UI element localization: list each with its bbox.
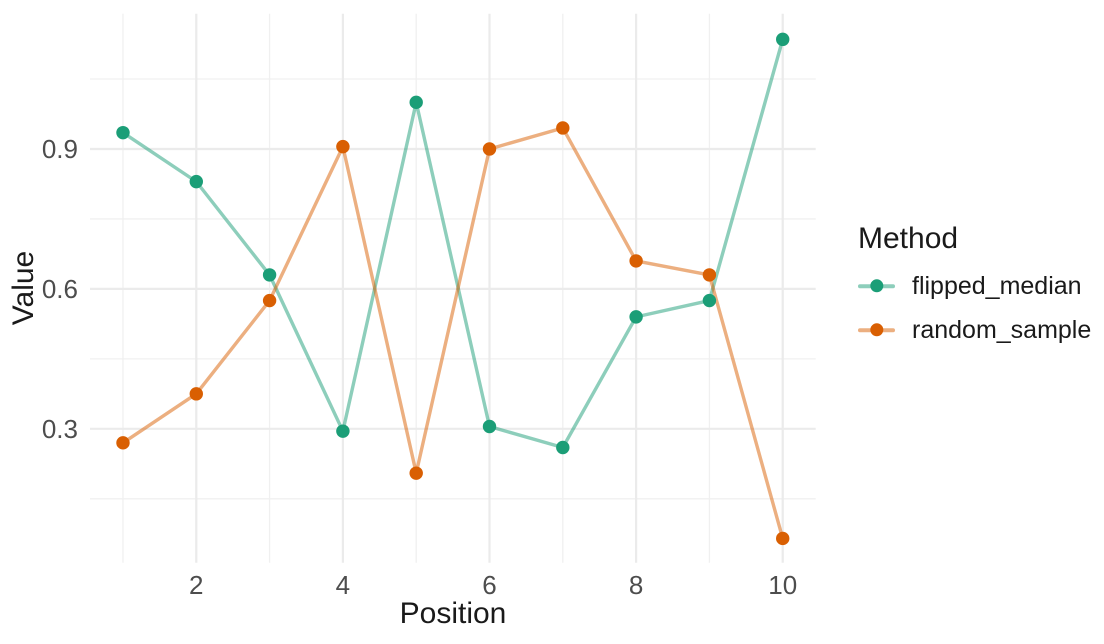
data-point-random_sample (776, 531, 790, 546)
x-tick-label: 4 (336, 570, 350, 600)
point-swatch-icon (869, 279, 884, 293)
legend-item-random-sample: random_sample (858, 312, 1091, 348)
legend-label: random_sample (912, 315, 1092, 344)
x-tick-label: 10 (768, 570, 797, 600)
series-line-flipped_median (122, 38, 785, 450)
data-point-flipped_median (482, 419, 497, 434)
x-tick-label: 6 (482, 570, 496, 600)
data-point-random_sample (702, 268, 717, 282)
x-tick-label: 2 (189, 570, 203, 600)
data-point-flipped_median (702, 293, 717, 308)
legend-key-random-sample-icon (858, 322, 895, 338)
series-line-random_sample (122, 126, 785, 539)
legend-label: flipped_median (912, 271, 1082, 300)
data-point-flipped_median (336, 424, 350, 438)
data-point-random_sample (556, 121, 570, 135)
y-tick-label: 0.3 (42, 414, 78, 444)
x-axis-title: Position (399, 597, 507, 630)
data-point-flipped_median (262, 268, 277, 282)
data-point-random_sample (116, 436, 130, 450)
data-point-flipped_median (409, 95, 423, 110)
legend: Method flipped_median random_sample (858, 224, 1091, 348)
x-tick-label: 8 (629, 570, 643, 600)
y-axis-title: Value (7, 250, 40, 326)
data-point-flipped_median (556, 440, 570, 455)
legend-title: Method (858, 222, 959, 255)
data-point-random_sample (629, 254, 643, 268)
data-point-random_sample (409, 466, 423, 480)
data-point-flipped_median (189, 174, 203, 189)
data-point-random_sample (189, 387, 203, 401)
point-swatch-icon (869, 323, 884, 337)
y-tick-label: 0.6 (42, 274, 78, 304)
data-point-flipped_median (629, 310, 643, 324)
data-point-random_sample (336, 139, 350, 154)
data-point-random_sample (482, 142, 497, 156)
data-point-random_sample (262, 293, 277, 308)
data-point-flipped_median (776, 32, 790, 47)
legend-item-flipped-median: flipped_median (858, 268, 1091, 304)
y-tick-label: 0.9 (42, 134, 78, 164)
legend-key-flipped-median-icon (858, 278, 895, 294)
data-point-flipped_median (116, 125, 130, 140)
